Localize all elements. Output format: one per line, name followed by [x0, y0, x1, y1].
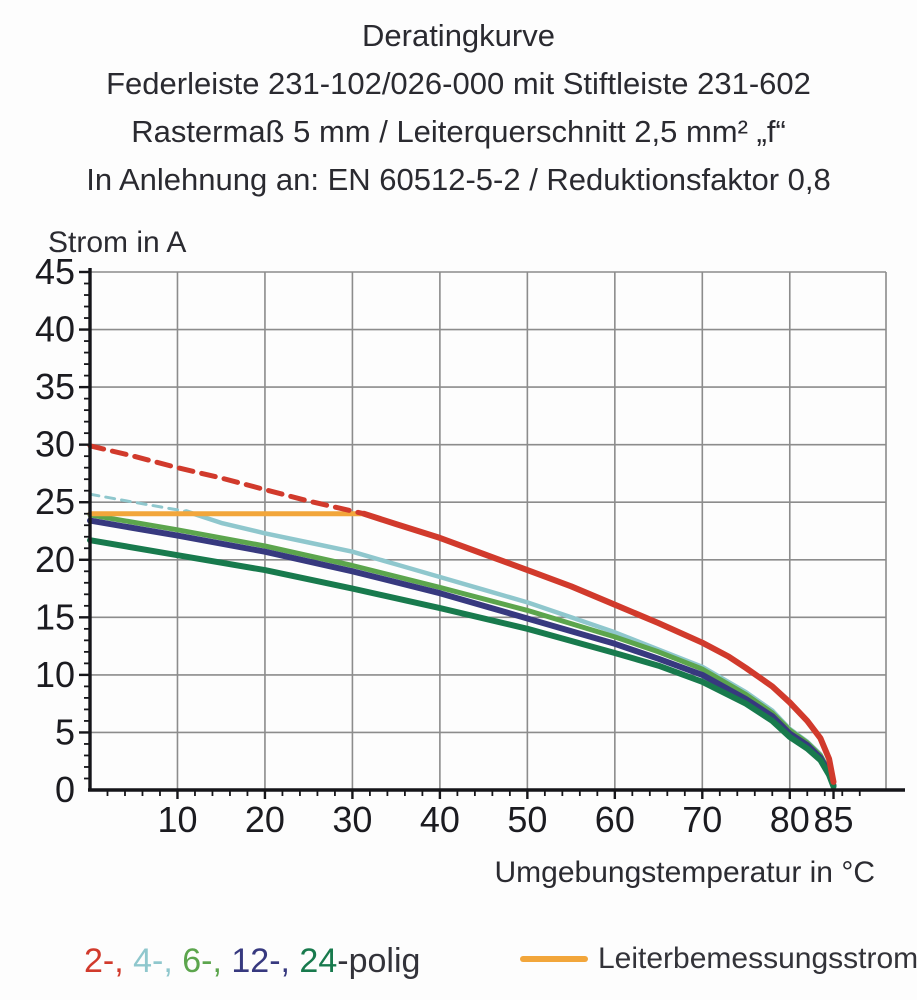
rated-current-legend: Leiterbemessungsstrom: [520, 938, 917, 980]
pole-legend-item: 6-,: [172, 942, 222, 980]
svg-text:40: 40: [420, 799, 460, 840]
poles-legend: 2-, 4-, 6-, 12-, 24-polig: [84, 942, 420, 981]
svg-text:30: 30: [332, 799, 372, 840]
svg-text:25: 25: [35, 481, 75, 522]
pole-legend-item: 4-,: [123, 942, 173, 980]
svg-text:35: 35: [35, 366, 75, 407]
svg-text:15: 15: [35, 596, 75, 637]
svg-text:60: 60: [595, 799, 635, 840]
svg-text:70: 70: [682, 799, 722, 840]
svg-text:10: 10: [157, 799, 197, 840]
svg-text:10: 10: [35, 654, 75, 695]
pole-legend-suffix: -polig: [337, 942, 421, 980]
chart-subtitle-standard: In Anlehnung an: EN 60512-5-2 / Reduktio…: [86, 162, 831, 197]
pole-legend-item: 24: [289, 942, 338, 980]
svg-text:0: 0: [55, 769, 75, 810]
derating-line-chart: 0 5 10 15 20 25 30 35 40 45 10 20 30 40 50 60 70 80 85: [35, 251, 905, 840]
x-axis-title: Umgebungstemperatur in °C: [494, 856, 875, 889]
svg-text:40: 40: [35, 309, 75, 350]
chart-title: Deratingkurve: [362, 18, 555, 53]
rated-current-label: Leiterbemessungsstrom: [598, 942, 917, 975]
chart-header: Deratingkurve Federleiste 231-102/026-00…: [0, 12, 917, 204]
svg-text:50: 50: [507, 799, 547, 840]
chart-subtitle-wire: Rastermaß 5 mm / Leiterquerschnitt 2,5 m…: [131, 114, 786, 149]
rated-current-line-swatch: [520, 956, 588, 962]
pole-legend-item: 12-,: [221, 942, 290, 980]
svg-text:85: 85: [813, 799, 853, 840]
svg-text:80: 80: [770, 799, 810, 840]
svg-text:30: 30: [35, 424, 75, 465]
chart-subtitle-connector: Federleiste 231-102/026-000 mit Stiftlei…: [106, 66, 811, 101]
svg-text:5: 5: [55, 711, 75, 752]
svg-text:45: 45: [35, 251, 75, 292]
svg-text:20: 20: [245, 799, 285, 840]
svg-text:20: 20: [35, 539, 75, 580]
pole-legend-item: 2-,: [84, 942, 124, 980]
y-axis-title: Strom in A: [48, 226, 187, 259]
